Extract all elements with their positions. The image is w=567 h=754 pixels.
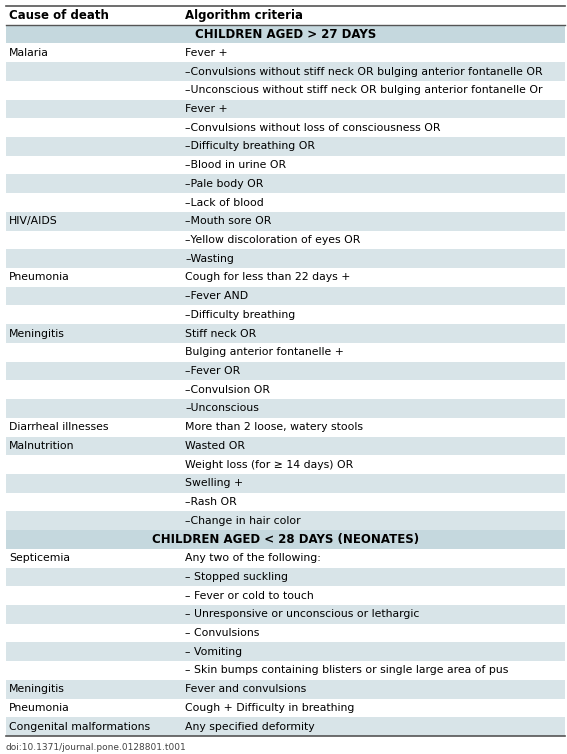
Bar (6, 642, 565, 661)
Text: Septicemia: Septicemia (9, 553, 70, 563)
Bar (6, 231, 565, 250)
Bar (6, 605, 565, 624)
Bar (6, 418, 565, 437)
Text: Cough for less than 22 days +: Cough for less than 22 days + (185, 272, 350, 283)
Bar (6, 511, 565, 530)
Text: Fever +: Fever + (185, 104, 228, 114)
Text: – Skin bumps containing blisters or single large area of pus: – Skin bumps containing blisters or sing… (185, 666, 509, 676)
Text: Fever and convulsions: Fever and convulsions (185, 684, 306, 694)
Text: –Pale body OR: –Pale body OR (185, 179, 264, 188)
Text: Malaria: Malaria (9, 48, 49, 58)
Text: –Fever AND: –Fever AND (185, 291, 248, 301)
Bar (6, 250, 565, 268)
Text: Congenital malformations: Congenital malformations (9, 722, 150, 731)
Bar (6, 343, 565, 362)
Text: Wasted OR: Wasted OR (185, 441, 245, 451)
Bar (6, 698, 565, 717)
Text: Malnutrition: Malnutrition (9, 441, 74, 451)
Text: –Convulsion OR: –Convulsion OR (185, 385, 270, 394)
Bar (6, 362, 565, 380)
Text: CHILDREN AGED > 27 DAYS: CHILDREN AGED > 27 DAYS (195, 28, 376, 41)
Bar (6, 287, 565, 305)
Text: Any specified deformity: Any specified deformity (185, 722, 315, 731)
Text: –Difficulty breathing: –Difficulty breathing (185, 310, 295, 320)
Bar (6, 680, 565, 698)
Bar (6, 568, 565, 587)
Bar (6, 437, 565, 455)
Text: Swelling +: Swelling + (185, 478, 243, 489)
Text: – Stopped suckling: – Stopped suckling (185, 572, 288, 582)
Bar (6, 492, 565, 511)
Bar (6, 549, 565, 568)
Text: Cause of death: Cause of death (9, 9, 109, 22)
Text: –Blood in urine OR: –Blood in urine OR (185, 160, 286, 170)
Text: –Convulsions without stiff neck OR bulging anterior fontanelle OR: –Convulsions without stiff neck OR bulgi… (185, 66, 543, 76)
Bar (6, 624, 565, 642)
Text: –Convulsions without loss of consciousness OR: –Convulsions without loss of consciousne… (185, 123, 441, 133)
Text: –Lack of blood: –Lack of blood (185, 198, 264, 207)
Text: Meningitis: Meningitis (9, 329, 65, 339)
Bar (6, 268, 565, 287)
Text: Any two of the following:: Any two of the following: (185, 553, 321, 563)
Text: Pneumonia: Pneumonia (9, 703, 70, 713)
Text: – Convulsions: – Convulsions (185, 628, 260, 638)
Text: Weight loss (for ≥ 14 days) OR: Weight loss (for ≥ 14 days) OR (185, 460, 353, 470)
Bar (6, 193, 565, 212)
Text: Bulging anterior fontanelle +: Bulging anterior fontanelle + (185, 348, 344, 357)
Text: doi:10.1371/journal.pone.0128801.t001: doi:10.1371/journal.pone.0128801.t001 (6, 743, 187, 752)
Text: –Rash OR: –Rash OR (185, 497, 237, 507)
Bar (6, 118, 565, 137)
Text: –Wasting: –Wasting (185, 253, 234, 264)
Bar (6, 661, 565, 680)
Bar (6, 455, 565, 474)
Bar (6, 81, 565, 100)
Text: HIV/AIDS: HIV/AIDS (9, 216, 58, 226)
Bar (6, 474, 565, 492)
Text: –Difficulty breathing OR: –Difficulty breathing OR (185, 142, 315, 152)
Bar (6, 717, 565, 736)
Text: – Fever or cold to touch: – Fever or cold to touch (185, 590, 314, 601)
Text: –Fever OR: –Fever OR (185, 366, 240, 376)
Text: – Vomiting: – Vomiting (185, 647, 242, 657)
Bar (6, 324, 565, 343)
Bar (6, 380, 565, 399)
Text: Fever +: Fever + (185, 48, 228, 58)
Bar (6, 137, 565, 156)
Bar (6, 305, 565, 324)
Bar (6, 212, 565, 231)
Text: Pneumonia: Pneumonia (9, 272, 70, 283)
Text: –Unconscious without stiff neck OR bulging anterior fontanelle Or: –Unconscious without stiff neck OR bulgi… (185, 85, 543, 95)
Text: Stiff neck OR: Stiff neck OR (185, 329, 256, 339)
Text: –Change in hair color: –Change in hair color (185, 516, 301, 526)
Bar (6, 587, 565, 605)
Text: –Unconscious: –Unconscious (185, 403, 259, 413)
Text: Cough + Difficulty in breathing: Cough + Difficulty in breathing (185, 703, 354, 713)
Text: Algorithm criteria: Algorithm criteria (185, 9, 303, 22)
Text: – Unresponsive or unconscious or lethargic: – Unresponsive or unconscious or letharg… (185, 609, 420, 619)
Bar (6, 156, 565, 174)
Text: Diarrheal illnesses: Diarrheal illnesses (9, 422, 108, 432)
Bar (6, 62, 565, 81)
Bar (6, 100, 565, 118)
Text: –Yellow discoloration of eyes OR: –Yellow discoloration of eyes OR (185, 235, 361, 245)
Text: CHILDREN AGED < 28 DAYS (NEONATES): CHILDREN AGED < 28 DAYS (NEONATES) (152, 533, 419, 546)
Bar (6, 174, 565, 193)
Bar (6, 44, 565, 62)
Text: More than 2 loose, watery stools: More than 2 loose, watery stools (185, 422, 363, 432)
Bar (6, 399, 565, 418)
Bar (6, 530, 565, 549)
Text: –Mouth sore OR: –Mouth sore OR (185, 216, 272, 226)
Text: Meningitis: Meningitis (9, 684, 65, 694)
Bar (6, 25, 565, 44)
